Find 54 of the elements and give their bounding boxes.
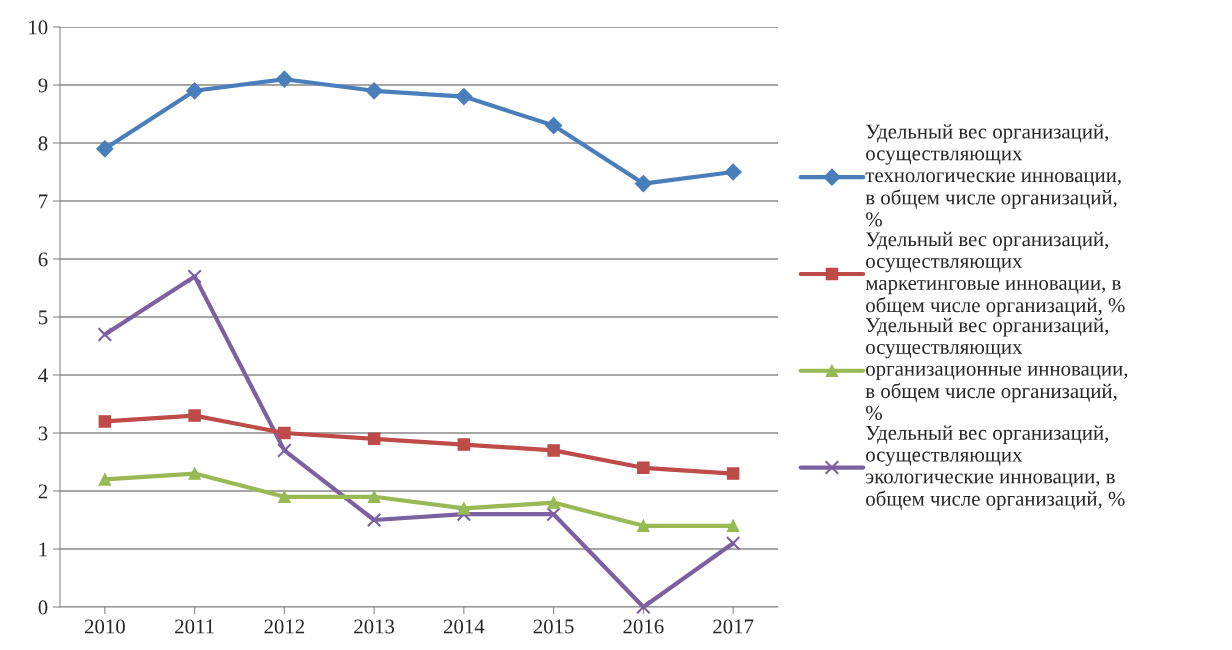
x-tick-label: 2010: [84, 619, 125, 634]
point: [546, 506, 561, 522]
point: [724, 163, 742, 181]
point: [98, 473, 112, 486]
point: [186, 82, 204, 100]
point: [365, 82, 383, 100]
point: [367, 432, 381, 446]
y-tick-label: 9: [38, 78, 48, 93]
point: [545, 117, 563, 135]
point: [188, 409, 201, 422]
point: [636, 599, 651, 615]
y-tick-label: 6: [38, 252, 48, 267]
point: [96, 140, 114, 158]
point: [98, 415, 112, 428]
y-tick-label: 3: [38, 426, 48, 441]
y-tick-label: 1: [39, 542, 47, 557]
point: [277, 443, 292, 458]
point: [278, 490, 291, 504]
point: [188, 467, 201, 480]
point: [97, 327, 113, 342]
x-tick-label: 2016: [623, 619, 664, 634]
point: [637, 461, 650, 475]
x-tick-label: 2013: [354, 619, 395, 634]
legend-label: Удельный вес организаций, осуществляющих маркетинговые инновации, в общем числе организаций, %: [865, 231, 1125, 317]
y-tick-label: 7: [39, 194, 48, 209]
point: [634, 175, 652, 193]
x-tick-label: 2015: [533, 619, 574, 634]
point: [455, 88, 473, 106]
point: [275, 70, 293, 88]
point: [457, 438, 471, 451]
point: [726, 519, 740, 533]
point: [547, 496, 560, 509]
point: [366, 512, 382, 528]
y-tick-label: 10: [29, 20, 48, 35]
y-tick-label: 5: [38, 310, 48, 325]
point: [457, 502, 471, 515]
y-tick-label: 0: [38, 600, 48, 615]
y-tick-label: 8: [38, 136, 48, 151]
point: [278, 426, 291, 440]
x-tick-label: 2014: [443, 619, 485, 634]
y-tick-label: 4: [38, 368, 48, 383]
x-tick-label: 2011: [175, 619, 214, 634]
point: [726, 467, 740, 480]
point: [637, 519, 650, 533]
point: [187, 269, 202, 284]
legend-label: Удельный вес организаций, осуществляющих экологические инновации, в общем числе организаций, %: [865, 425, 1125, 511]
point: [725, 535, 741, 551]
legend-label: Удельный вес организаций, осуществляющих технологические инновации, в общем числе организаций, %: [865, 124, 1121, 227]
legend-label: Удельный вес организаций, осуществляющих организационные инновации, в общем числе организаций, %: [865, 317, 1128, 420]
point: [547, 444, 560, 457]
y-tick-label: 2: [38, 484, 48, 499]
point: [367, 490, 381, 504]
x-tick-label: 2017: [713, 619, 754, 634]
x-tick-label: 2012: [264, 619, 305, 634]
